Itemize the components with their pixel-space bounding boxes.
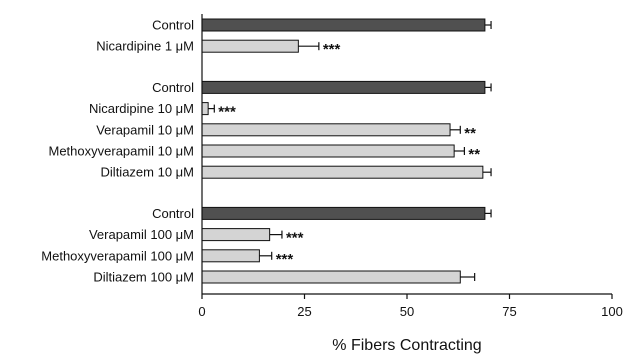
bar: [201, 206, 486, 220]
bar: [201, 80, 486, 94]
bar: [201, 165, 484, 179]
bar: [201, 228, 271, 242]
category-label: Control: [152, 18, 194, 33]
category-label: Nicardipine 10 μM: [89, 101, 194, 116]
bar: [201, 249, 260, 263]
category-label: Methoxyverapamil 10 μM: [49, 144, 195, 159]
bar: [201, 39, 299, 53]
significance-label: ***: [218, 104, 236, 121]
bar: [201, 123, 451, 137]
bar: [201, 102, 209, 116]
category-label: Verapamil 100 μM: [89, 227, 194, 242]
category-label: Verapamil 10 μM: [96, 122, 194, 137]
significance-label: **: [464, 125, 476, 142]
significance-label: **: [468, 146, 480, 163]
category-label: Control: [152, 80, 194, 95]
x-tick-label: 100: [601, 304, 623, 319]
category-label: Diltiazem 10 μM: [101, 165, 194, 180]
x-tick-label: 0: [198, 304, 205, 319]
axes-layer: 0 25 50 75 100: [198, 14, 623, 319]
category-label: Methoxyverapamil 100 μM: [41, 248, 194, 263]
labels-layer: Control Nicardipine 1 μM *** Control Nicardi…: [41, 18, 480, 285]
significance-label: ***: [323, 41, 341, 58]
x-tick-label: 75: [502, 304, 516, 319]
bars-layer: [201, 18, 492, 284]
significance-label: ***: [276, 251, 294, 268]
x-tick-label: 50: [400, 304, 414, 319]
category-label: Diltiazem 100 μM: [93, 270, 194, 285]
category-label: Control: [152, 206, 194, 221]
bar: [201, 18, 486, 32]
x-tick-label: 25: [297, 304, 311, 319]
bar: [201, 144, 455, 158]
x-axis-title: % Fibers Contracting: [332, 337, 481, 354]
category-label: Nicardipine 1 μM: [96, 39, 194, 54]
bar: [201, 270, 461, 284]
significance-label: ***: [286, 230, 304, 247]
